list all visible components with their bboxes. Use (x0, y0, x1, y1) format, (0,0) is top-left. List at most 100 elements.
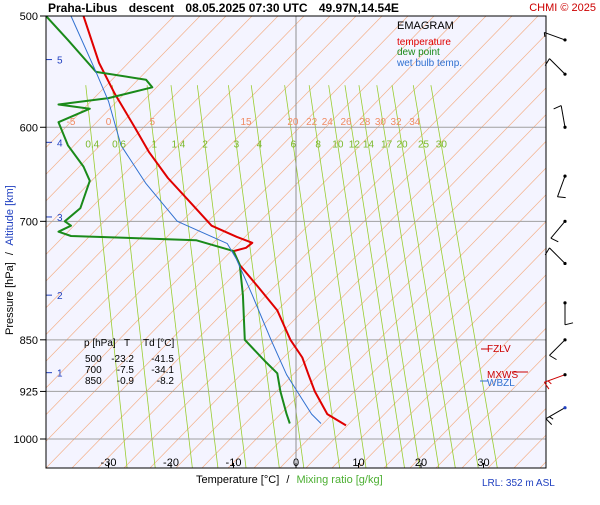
svg-text:Pressure [hPa] / Altit: Pressure [hPa] / Altitude [km] (4, 185, 16, 335)
table-header-p: p [hPa] (84, 338, 116, 349)
mixing-ratio-line (146, 85, 193, 468)
series-line-wet-bulb-temp (70, 16, 322, 424)
wind-barb-station (563, 174, 567, 178)
y-axis-title-pressure: Pressure [hPa] (4, 262, 16, 335)
temperature-tick-label: 10 (352, 457, 364, 469)
isotherm-line (227, 140, 546, 468)
mixing-ratio-label: 14 (363, 139, 375, 150)
fzlv-label: FZLV (487, 344, 511, 355)
wind-barb-staff (545, 407, 566, 420)
x-axis-title-temperature: Temperature [°C] (196, 474, 279, 486)
isotherm-line (279, 194, 546, 468)
isotherm-line (201, 114, 546, 468)
isotherm-label: 22 (306, 117, 318, 128)
lrl-label: LRL: 352 m ASL (482, 478, 555, 489)
isotherm-line (46, 16, 253, 229)
isotherm-line (46, 16, 409, 389)
profile-series (46, 16, 347, 427)
isotherm-line (435, 354, 546, 468)
temperature-tick-label: -30 (101, 457, 117, 469)
mixing-ratio-line (358, 85, 420, 468)
isotherm-label: 15 (240, 117, 252, 128)
isotherm-label: 5 (149, 117, 155, 128)
table-header-t: T (124, 338, 130, 349)
isotherm-line (331, 247, 546, 468)
series-line-temperature (82, 16, 347, 427)
sounding-datetime: 08.05.2025 07:30 UTC (185, 1, 307, 15)
isotherm-line (46, 16, 175, 148)
table-header-td: Td [°C] (143, 338, 174, 349)
pressure-tick-label: 600 (20, 122, 38, 134)
isotherm-line (409, 327, 546, 468)
mixing-ratio-label: 8 (315, 139, 321, 150)
table-row-p: 700 (85, 365, 102, 376)
isotherm-label: 32 (390, 117, 402, 128)
mixing-ratio-line (170, 85, 219, 468)
wind-barb-station (563, 72, 567, 76)
wind-barb-station (563, 125, 567, 129)
wind-barb-flag (557, 196, 566, 199)
isotherm-line (461, 381, 546, 468)
plot-frame (45, 15, 547, 469)
svg-text:Praha-Libus descent 08: Praha-Libus descent 08.05.2025 07:30 UTC… (48, 1, 399, 15)
wind-barb-flag (547, 380, 552, 385)
wind-barb-flag (543, 32, 546, 37)
wind-barb-flag (543, 381, 550, 390)
wind-barb-station (563, 406, 567, 410)
table-row-td: -34.1 (151, 365, 174, 376)
table-row-p: 850 (85, 376, 102, 387)
pressure-tick-label: 850 (20, 335, 38, 347)
values-table: p [hPa] T Td [°C] 500 -23.2 -41.5 700 -7… (84, 338, 174, 387)
legend-title: EMAGRAM (397, 20, 454, 32)
isotherm-line (46, 16, 383, 362)
axes: 0.4 0.6 1 1.4 2 3 4 6 8 10 12 14 17 20 25 30-5 0 5 15 20 22 2… (14, 11, 547, 469)
wind-barb-flag (553, 105, 562, 110)
wind-barb-station (563, 373, 567, 377)
isotherm-line (46, 16, 201, 175)
pressure-tick-label: 1000 (14, 434, 38, 446)
x-axis-title-mixing: Mixing ratio [g/kg] (296, 474, 382, 486)
mixing-ratio-label: 10 (332, 139, 344, 150)
legend-item-dew-point: dew point (397, 47, 440, 58)
isotherm-line (149, 60, 546, 468)
mixing-ratio-label: 3 (234, 139, 240, 150)
temperature-tick-label: 30 (477, 457, 489, 469)
wind-barb-staff (550, 221, 566, 239)
temperature-tick-label: 0 (293, 457, 299, 469)
pressure-tick-label: 700 (20, 216, 38, 228)
isotherm-line (592, 16, 600, 468)
mixing-ratio-lines (85, 85, 498, 468)
wind-barb-staff (549, 247, 566, 264)
mixing-ratio-label: 30 (436, 139, 448, 150)
y-axis-title-altitude: Altitude [km] (4, 185, 16, 246)
isotherm-label: 28 (359, 117, 371, 128)
isotherm-line (71, 16, 513, 468)
table-row-td: -8.2 (157, 376, 175, 387)
mixing-ratio-label: 17 (381, 139, 393, 150)
wind-barbs (543, 31, 574, 425)
isotherm-line (539, 461, 546, 468)
level-markers: FZLV MXWS WBZL (480, 344, 528, 389)
wind-barb-flag (550, 237, 559, 243)
mixing-ratio-label: 20 (396, 139, 408, 150)
isotherm-line (46, 16, 305, 282)
isotherm-line (46, 16, 357, 335)
isotherm-line (566, 16, 600, 468)
isotherm-line (357, 274, 546, 468)
altitude-tick-label: 4 (57, 138, 63, 149)
altitude-tick-label: 2 (57, 291, 63, 302)
temperature-tick-label: -10 (226, 457, 242, 469)
isotherm-label: 34 (409, 117, 421, 128)
altitude-tick-label: 5 (57, 56, 63, 67)
isotherm-line (46, 16, 331, 309)
pressure-tick-label: 925 (20, 386, 38, 398)
wind-barb-station (563, 219, 567, 223)
legend-item-wet-bulb: wet bulb temp. (396, 58, 462, 69)
isotherm-line (97, 16, 539, 468)
wind-barb-staff (560, 105, 566, 128)
mixing-ratio-label: 6 (291, 139, 297, 150)
isotherm-label: -5 (67, 117, 76, 128)
table-row-td: -41.5 (151, 354, 174, 365)
